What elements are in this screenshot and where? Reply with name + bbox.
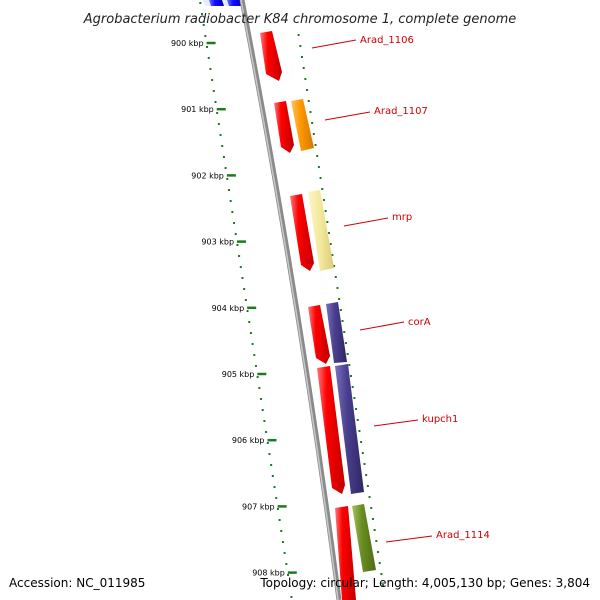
gene-label-kupch1[interactable]: kupch1 [422, 414, 458, 425]
cds-strand-arrows [260, 31, 356, 600]
cds-block-mrp [308, 190, 334, 271]
gene-label-cora[interactable]: corA [408, 317, 431, 328]
cds-arrow-cora-red [308, 305, 330, 364]
scale-tick-label: 903 kbp [201, 238, 234, 247]
gene-label-mrp[interactable]: mrp [392, 212, 412, 223]
cds-block-kupch1 [335, 364, 364, 494]
scale-tick-label: 902 kbp [191, 171, 224, 180]
cds-colored-blocks [291, 99, 376, 572]
scale-tick-label: 907 kbp [242, 502, 275, 511]
scale-tick-label: 904 kbp [212, 304, 245, 313]
cds-arrow-kupch1-red [317, 366, 345, 494]
accession-text: Accession: NC_011985 [9, 576, 145, 590]
genome-stats-text: Topology: circular; Length: 4,005,130 bp… [259, 576, 590, 590]
label-leader-lines [311, 39, 433, 543]
gene-label-arad1106[interactable]: Arad_1106 [360, 35, 414, 46]
cds-block-arad1114 [352, 504, 376, 572]
gene-labels: Arad_1106 Arad_1107 mrp corA kupch1 Arad… [360, 35, 490, 541]
genome-backbone [239, 0, 342, 600]
map-title: Agrobacterium radiobacter K84 chromosome… [83, 12, 516, 27]
scale-tick-label: 908 kbp [252, 569, 285, 578]
cds-arrow-mrp-red [290, 194, 314, 271]
scale-ticks: 900 kbp 901 kbp 902 kbp 903 kbp 904 kbp 905 k… [171, 39, 297, 578]
scale-tick-label: 900 kbp [171, 39, 204, 48]
cds-arrow-arad1114-red [335, 506, 356, 600]
cds-arrow-arad1106 [260, 31, 282, 81]
scale-tick-label: 905 kbp [222, 370, 255, 379]
cds-block-arad1107 [291, 99, 314, 151]
scale-tick-label: 901 kbp [181, 105, 214, 114]
gene-label-arad1107[interactable]: Arad_1107 [374, 106, 428, 117]
cds-top-partial [203, 0, 242, 6]
cds-arrow-arad1107-red [274, 101, 294, 153]
scale-tick-label: 906 kbp [232, 436, 265, 445]
cds-block-cora [326, 302, 347, 363]
scale-dotted-line [199, 2, 293, 598]
gene-label-arad1114[interactable]: Arad_1114 [436, 530, 490, 541]
feature-dotted-line [297, 34, 385, 586]
